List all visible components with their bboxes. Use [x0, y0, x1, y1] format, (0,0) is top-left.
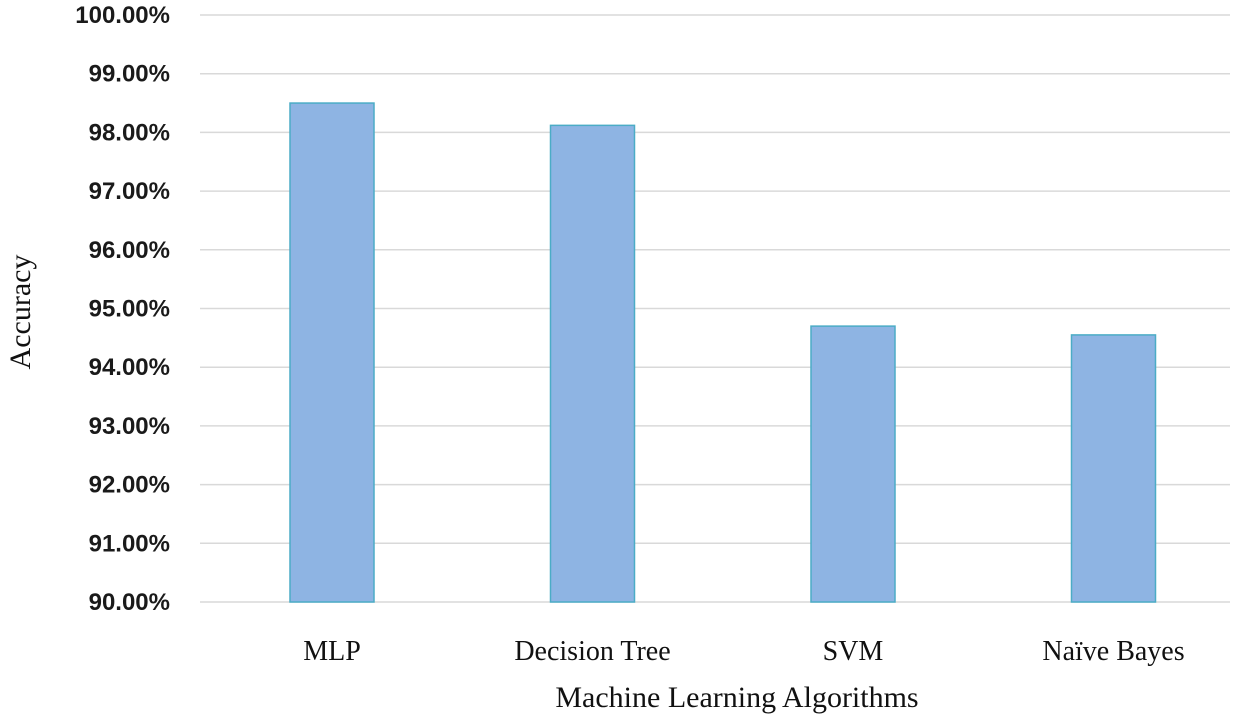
x-category-label: SVM: [823, 636, 884, 667]
bar-svm: [810, 325, 896, 603]
y-tick-label: 93.00%: [89, 413, 170, 440]
y-tick-label: 91.00%: [89, 530, 170, 557]
y-tick-label: 94.00%: [89, 354, 170, 381]
x-axis-title: Machine Learning Algorithms: [555, 681, 918, 714]
x-category-label: MLP: [303, 636, 361, 667]
y-tick-label: 98.00%: [89, 119, 170, 146]
bar-na-ve-bayes: [1070, 334, 1157, 603]
x-axis-category-labels: MLP Decision Tree SVM Naïve Bayes: [303, 636, 1184, 667]
y-tick-label: 95.00%: [89, 296, 170, 323]
y-axis-title: Accuracy: [4, 255, 37, 370]
y-tick-label: 97.00%: [89, 178, 170, 205]
y-tick-label: 90.00%: [89, 589, 170, 616]
y-axis-tick-labels: 90.00% 91.00% 92.00% 93.00% 94.00% 95.00% 96.0…: [75, 2, 170, 616]
bars: [289, 102, 1157, 603]
y-tick-label: 100.00%: [75, 2, 170, 29]
x-category-label: Naïve Bayes: [1042, 636, 1184, 667]
y-tick-label: 96.00%: [89, 237, 170, 264]
bar-decision-tree: [549, 124, 636, 603]
bar-mlp: [289, 102, 375, 603]
y-tick-label: 99.00%: [89, 61, 170, 88]
x-category-label: Decision Tree: [514, 636, 670, 667]
y-tick-label: 92.00%: [89, 472, 170, 499]
